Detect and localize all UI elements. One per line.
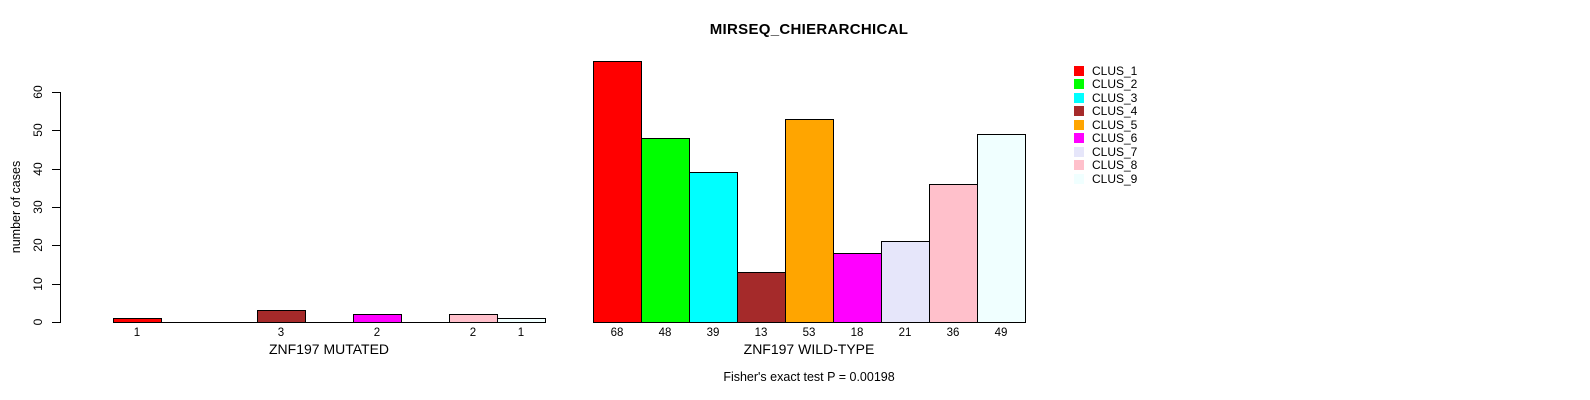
y-axis-tick-label: 50 — [31, 123, 45, 137]
bar-value-label-znf197-mutated-clus-9: 1 — [517, 327, 525, 339]
legend-label-clus-6: CLUS_6 — [1092, 131, 1138, 146]
y-axis-tick-label: 40 — [31, 162, 45, 176]
bar-znf197-wild-type-clus-8 — [929, 184, 978, 323]
bar-value-label-znf197-wild-type-clus-5: 53 — [802, 327, 816, 339]
y-axis-tick-label: 20 — [31, 238, 45, 252]
y-axis-tick — [52, 169, 60, 170]
legend-swatch-clus-1 — [1074, 65, 1084, 76]
y-axis-tick — [52, 322, 60, 323]
bar-value-label-znf197-wild-type-clus-6: 18 — [850, 327, 864, 339]
legend-label-clus-9: CLUS_9 — [1092, 171, 1138, 186]
y-axis-tick — [52, 207, 60, 208]
x-baseline-znf197-mutated — [113, 322, 546, 323]
y-axis-tick-label: 0 — [31, 318, 45, 326]
bar-znf197-wild-type-clus-6 — [833, 253, 882, 323]
legend-swatch-clus-4 — [1074, 106, 1084, 117]
legend-item-clus-1: CLUS_1 — [1074, 64, 1137, 78]
legend-label-clus-3: CLUS_3 — [1092, 90, 1138, 105]
bar-value-label-znf197-mutated-clus-1: 1 — [133, 327, 141, 339]
bar-znf197-wild-type-clus-5 — [785, 119, 834, 323]
y-axis-tick-label: 60 — [31, 85, 45, 99]
y-axis-tick — [52, 130, 60, 131]
legend: CLUS_1 CLUS_2 CLUS_3 CLUS_4 CLUS_5 CLUS_6 CLUS… — [1074, 64, 1137, 186]
legend-item-clus-9: CLUS_9 — [1074, 172, 1137, 186]
bar-znf197-wild-type-clus-2 — [641, 138, 690, 323]
legend-label-clus-1: CLUS_1 — [1092, 63, 1138, 78]
legend-item-clus-3: CLUS_3 — [1074, 91, 1137, 105]
legend-label-clus-7: CLUS_7 — [1092, 144, 1138, 159]
y-axis-tick — [52, 92, 60, 93]
bar-znf197-mutated-clus-1 — [113, 318, 162, 323]
bar-znf197-wild-type-clus-1 — [593, 61, 642, 323]
legend-label-clus-2: CLUS_2 — [1092, 77, 1138, 92]
legend-swatch-clus-6 — [1074, 133, 1084, 144]
legend-swatch-clus-5 — [1074, 119, 1084, 130]
legend-item-clus-5: CLUS_5 — [1074, 118, 1137, 132]
legend-label-clus-4: CLUS_4 — [1092, 104, 1138, 119]
legend-item-clus-2: CLUS_2 — [1074, 78, 1137, 92]
bar-value-label-znf197-mutated-clus-8: 2 — [469, 327, 477, 339]
x-group-label-mutated: ZNF197 MUTATED — [268, 341, 390, 357]
legend-swatch-clus-2 — [1074, 79, 1084, 90]
bar-znf197-mutated-clus-9 — [497, 318, 546, 323]
bar-value-label-znf197-wild-type-clus-3: 39 — [706, 327, 720, 339]
bar-value-label-znf197-wild-type-clus-2: 48 — [658, 327, 672, 339]
bar-znf197-wild-type-clus-7 — [881, 241, 930, 323]
x-group-label-wild-type: ZNF197 WILD-TYPE — [743, 341, 875, 357]
bar-value-label-znf197-wild-type-clus-1: 68 — [610, 327, 624, 339]
bar-znf197-wild-type-clus-3 — [689, 172, 738, 323]
legend-swatch-clus-8 — [1074, 160, 1084, 171]
bar-znf197-wild-type-clus-9 — [977, 134, 1026, 323]
legend-swatch-clus-3 — [1074, 92, 1084, 103]
legend-item-clus-6: CLUS_6 — [1074, 132, 1137, 146]
legend-swatch-clus-7 — [1074, 146, 1084, 157]
bar-value-label-znf197-mutated-clus-4: 3 — [277, 327, 285, 339]
legend-label-clus-5: CLUS_5 — [1092, 117, 1138, 132]
bar-value-label-znf197-wild-type-clus-7: 21 — [898, 327, 912, 339]
legend-item-clus-4: CLUS_4 — [1074, 105, 1137, 119]
bar-value-label-znf197-wild-type-clus-8: 36 — [946, 327, 960, 339]
legend-item-clus-7: CLUS_7 — [1074, 145, 1137, 159]
y-axis-tick — [52, 245, 60, 246]
chart-title: MIRSEQ_CHIERARCHICAL — [709, 21, 909, 38]
bar-value-label-znf197-mutated-clus-6: 2 — [373, 327, 381, 339]
legend-label-clus-8: CLUS_8 — [1092, 158, 1138, 173]
bar-value-label-znf197-wild-type-clus-4: 13 — [754, 327, 768, 339]
bar-znf197-mutated-clus-4 — [257, 310, 306, 323]
bar-znf197-wild-type-clus-4 — [737, 272, 786, 323]
legend-item-clus-8: CLUS_8 — [1074, 159, 1137, 173]
legend-swatch-clus-9 — [1074, 173, 1084, 184]
bar-value-label-znf197-wild-type-clus-9: 49 — [994, 327, 1008, 339]
y-axis-tick-label: 30 — [31, 200, 45, 214]
fisher-test-annotation: Fisher's exact test P = 0.00198 — [723, 370, 895, 384]
y-axis-tick-label: 10 — [31, 277, 45, 291]
bar-znf197-mutated-clus-6 — [353, 314, 402, 323]
y-axis-line — [60, 92, 61, 323]
y-axis-tick — [52, 284, 60, 285]
bar-znf197-mutated-clus-8 — [449, 314, 498, 323]
